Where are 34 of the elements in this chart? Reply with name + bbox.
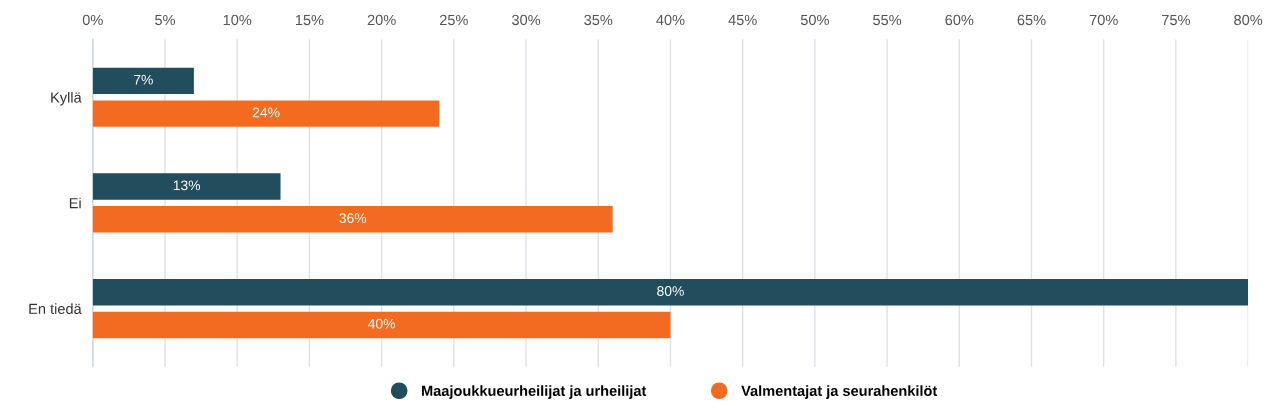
data-label: 24% xyxy=(252,107,280,118)
x-tick-label: 50% xyxy=(800,14,829,26)
legend-label: Maajoukkueurheilijat ja urheilijat xyxy=(422,385,647,399)
x-tick-label: 65% xyxy=(1017,14,1046,26)
bar xyxy=(92,67,194,95)
x-tick-label: 35% xyxy=(584,14,613,26)
data-label: 7% xyxy=(134,74,153,85)
x-tick-label: 60% xyxy=(945,14,974,26)
x-tick-label: 10% xyxy=(223,14,252,26)
x-tick-label: 25% xyxy=(439,14,468,26)
x-tick-label: 80% xyxy=(1234,14,1263,26)
x-tick-label: 5% xyxy=(155,14,176,26)
x-tick-label: 70% xyxy=(1089,14,1118,26)
x-tick-label: 15% xyxy=(295,14,324,26)
x-tick-label: 75% xyxy=(1162,14,1190,26)
x-tick-label: 45% xyxy=(728,14,757,26)
x-tick-label: 40% xyxy=(656,14,685,26)
bar xyxy=(92,173,281,200)
y-tick-label: Kyllä xyxy=(51,91,82,106)
x-tick-label: 30% xyxy=(512,14,541,26)
data-label: 80% xyxy=(657,286,684,296)
x-tick-label: 20% xyxy=(367,14,396,26)
y-tick-label: Ei xyxy=(69,197,81,209)
y-tick-label: En tiedä xyxy=(29,303,82,314)
data-label: 36% xyxy=(339,213,367,224)
bar xyxy=(92,278,1249,306)
data-label: 40% xyxy=(368,318,396,329)
x-tick-label: 55% xyxy=(873,14,902,26)
legend-label: Valmentajat ja seurahenkilöt xyxy=(741,385,938,399)
data-label: 13% xyxy=(173,180,201,191)
bar xyxy=(92,311,671,339)
bar xyxy=(92,100,440,127)
x-tick-label: 0% xyxy=(82,14,103,26)
bar xyxy=(92,206,613,233)
